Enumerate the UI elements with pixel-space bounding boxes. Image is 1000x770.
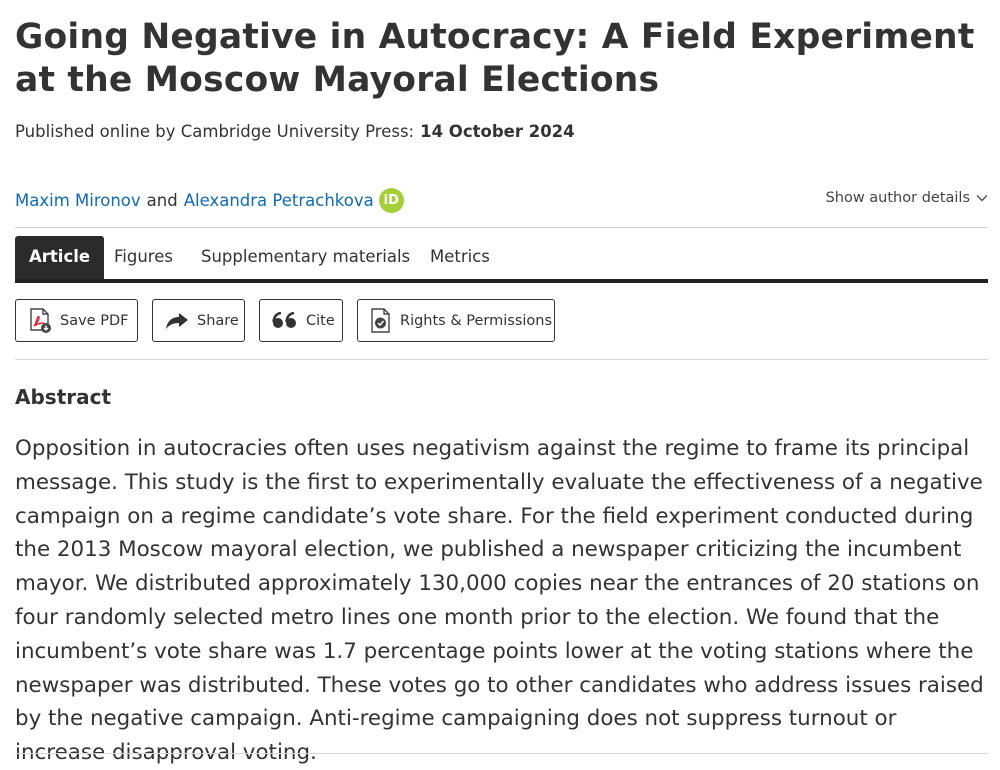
author-link-petrachkova[interactable]: Alexandra Petrachkova — [183, 191, 374, 210]
abstract-heading: Abstract — [15, 385, 112, 409]
tab-figures[interactable]: Figures — [114, 247, 173, 266]
rights-permissions-button[interactable]: Rights & Permissions — [357, 299, 555, 342]
pdf-icon — [28, 307, 52, 334]
orcid-icon[interactable]: iD — [378, 188, 404, 213]
published-prefix: Published online by Cambridge University… — [15, 122, 415, 141]
rights-permissions-label: Rights & Permissions — [400, 312, 553, 329]
tab-article[interactable]: Article — [15, 236, 105, 279]
author-conjunction: and — [146, 191, 178, 210]
document-check-icon — [370, 307, 392, 334]
publication-info: Published online by Cambridge University… — [15, 122, 575, 141]
divider — [15, 227, 988, 228]
author-link-mironov[interactable]: Maxim Mironov — [15, 191, 141, 210]
share-label: Share — [197, 312, 239, 329]
cite-button[interactable]: Cite — [259, 299, 343, 342]
article-title: Going Negative in Autocracy: A Field Exp… — [15, 17, 975, 100]
show-author-details-label: Show author details — [825, 190, 970, 206]
chevron-down-icon — [976, 190, 988, 206]
quote-icon — [272, 311, 298, 330]
author-list: Maxim Mironov and Alexandra Petrachkova … — [15, 188, 404, 213]
show-author-details-toggle[interactable]: Show author details — [826, 190, 988, 206]
tab-metrics[interactable]: Metrics — [430, 247, 490, 266]
published-date: 14 October 2024 — [420, 122, 575, 141]
save-pdf-label: Save PDF — [60, 312, 129, 329]
tab-supplementary-materials[interactable]: Supplementary materials — [201, 247, 411, 266]
cite-label: Cite — [306, 312, 335, 329]
share-arrow-icon — [165, 312, 189, 330]
divider — [15, 359, 988, 360]
abstract-text: Opposition in autocracies often uses neg… — [15, 436, 984, 766]
share-button[interactable]: Share — [152, 299, 245, 342]
save-pdf-button[interactable]: Save PDF — [15, 299, 138, 342]
divider — [15, 753, 988, 754]
article-tabs: Article Figures Supplementary materials … — [15, 236, 988, 283]
